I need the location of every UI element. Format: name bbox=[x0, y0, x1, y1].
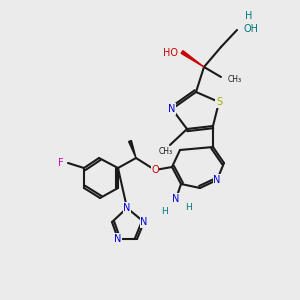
Text: S: S bbox=[216, 97, 222, 107]
Text: F: F bbox=[58, 158, 64, 168]
Text: N: N bbox=[213, 175, 221, 185]
Polygon shape bbox=[129, 140, 136, 158]
Polygon shape bbox=[181, 51, 204, 67]
Text: N: N bbox=[114, 234, 122, 244]
Text: N: N bbox=[123, 203, 131, 213]
Text: H: H bbox=[184, 202, 191, 211]
Text: H: H bbox=[162, 208, 168, 217]
Text: H: H bbox=[245, 11, 253, 21]
Text: CH₃: CH₃ bbox=[228, 76, 242, 85]
Text: OH: OH bbox=[243, 24, 258, 34]
Text: N: N bbox=[140, 217, 148, 227]
Text: CH₃: CH₃ bbox=[159, 146, 173, 155]
Text: N: N bbox=[172, 194, 180, 204]
Text: HO: HO bbox=[163, 48, 178, 58]
Text: O: O bbox=[151, 165, 159, 175]
Text: N: N bbox=[168, 104, 176, 114]
